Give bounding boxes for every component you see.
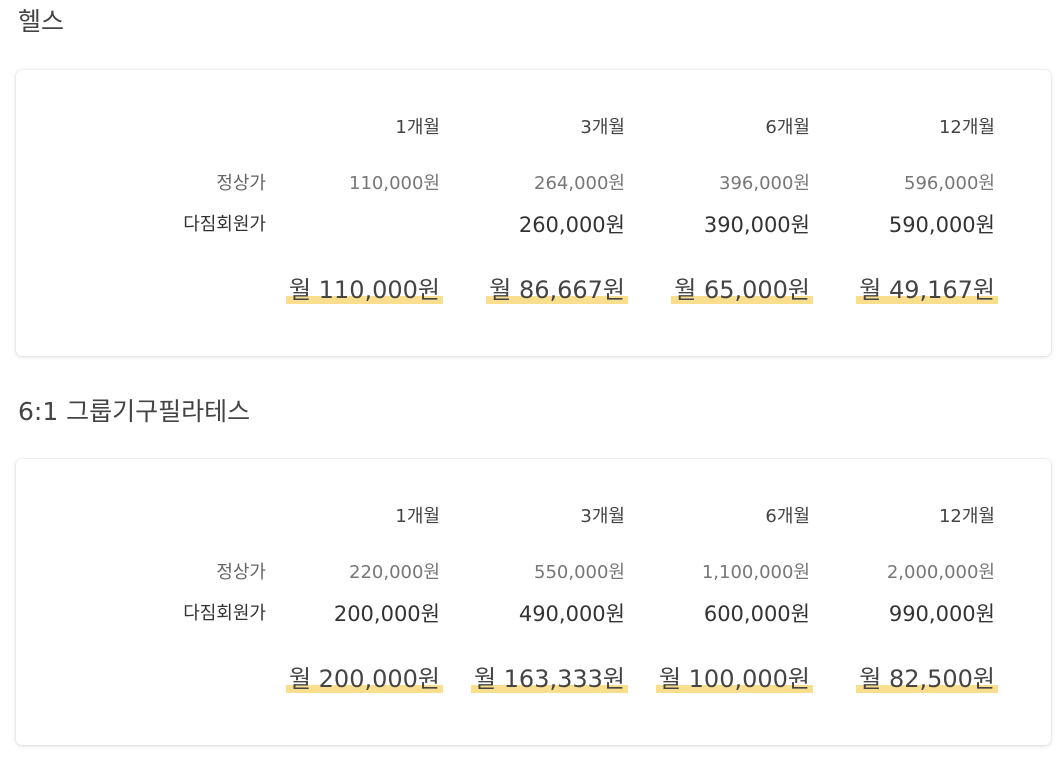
member-price: 990,000원 — [888, 602, 995, 626]
member-price: 590,000원 — [888, 213, 995, 237]
regular-price: 550,000원 — [534, 562, 625, 583]
regular-price: 110,000원 — [349, 173, 440, 194]
member-price: 390,000원 — [703, 213, 810, 237]
column-header: 6개월 — [765, 117, 810, 138]
monthly-price: 월 82,500원 — [856, 663, 998, 695]
monthly-price: 월 163,333원 — [470, 663, 628, 695]
column-header: 12개월 — [938, 506, 995, 527]
regular-price: 1,100,000원 — [701, 562, 810, 583]
regular-price: 596,000원 — [904, 173, 995, 194]
column-header: 1개월 — [395, 117, 440, 138]
regular-price: 220,000원 — [349, 562, 440, 583]
pricing-card: 1개월 3개월 6개월 12개월 정상가 220,000원 550,000원 1… — [16, 459, 1051, 745]
regular-price: 2,000,000원 — [886, 562, 995, 583]
member-price-label: 다짐회원가 — [183, 214, 266, 235]
regular-price-label: 정상가 — [216, 173, 266, 194]
regular-price: 396,000원 — [719, 173, 810, 194]
member-price: 200,000원 — [333, 602, 440, 626]
column-header: 6개월 — [765, 506, 810, 527]
monthly-price: 월 100,000원 — [655, 663, 813, 695]
monthly-price: 월 200,000원 — [285, 663, 443, 695]
regular-price-label: 정상가 — [216, 562, 266, 583]
member-price: 490,000원 — [518, 602, 625, 626]
member-price: 260,000원 — [518, 213, 625, 237]
member-price: 600,000원 — [703, 602, 810, 626]
column-header: 1개월 — [395, 506, 440, 527]
regular-price: 264,000원 — [534, 173, 625, 194]
column-header: 3개월 — [580, 117, 625, 138]
section-title: 6:1 그룹기구필라테스 — [18, 397, 251, 426]
member-price-label: 다짐회원가 — [183, 603, 266, 624]
monthly-price: 월 110,000원 — [285, 274, 443, 306]
monthly-price: 월 49,167원 — [856, 274, 998, 306]
monthly-price: 월 65,000원 — [671, 274, 813, 306]
pricing-card: 1개월 3개월 6개월 12개월 정상가 110,000원 264,000원 3… — [16, 70, 1051, 356]
column-header: 12개월 — [938, 117, 995, 138]
section-title: 헬스 — [18, 7, 65, 36]
monthly-price: 월 86,667원 — [486, 274, 628, 306]
column-header: 3개월 — [580, 506, 625, 527]
